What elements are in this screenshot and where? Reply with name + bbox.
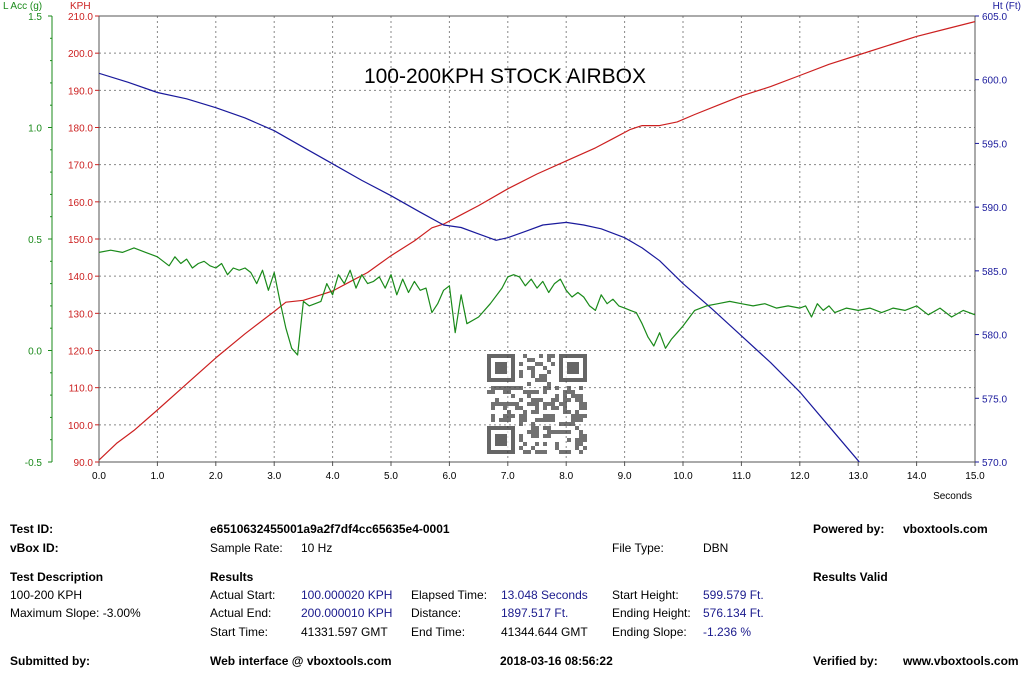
- test-description-line-1: 100-200 KPH: [10, 588, 83, 602]
- chart-axes: 0.0 1.0 2.0 3.0 4.0 5.0 6.0 7.0 8.0 9.0 10.0 11.0 12…: [25, 12, 1008, 482]
- x-tick-label: 5.0: [384, 471, 398, 482]
- ending-slope-label: Ending Slope:: [612, 625, 687, 639]
- results-label: Results: [210, 570, 254, 584]
- actual-start-value: 100.000020 KPH: [301, 588, 393, 602]
- verified-by-value[interactable]: www.vboxtools.com: [903, 654, 1019, 668]
- kph-tick-label: 90.0: [74, 458, 94, 469]
- chart: 0.0 1.0 2.0 3.0 4.0 5.0 6.0 7.0 8.0 9.0 10.0 11.0 12…: [3, 1, 1021, 502]
- x-tick-label: 11.0: [732, 471, 751, 482]
- ht-tick-label: 575.0: [982, 394, 1007, 405]
- kph-tick-label: 180.0: [68, 124, 93, 135]
- distance-label: Distance:: [411, 606, 462, 620]
- ending-height-value: 576.134 Ft.: [703, 606, 764, 620]
- end-time-value: 41344.644 GMT: [501, 625, 588, 639]
- elapsed-time-label: Elapsed Time:: [411, 588, 488, 602]
- powered-by-label: Powered by:: [813, 522, 885, 536]
- ht-tick-label: 605.0: [982, 12, 1007, 23]
- ending-height-label: Ending Height:: [612, 606, 691, 620]
- x-tick-label: 0.0: [92, 471, 106, 482]
- x-tick-label: 6.0: [442, 471, 456, 482]
- kph-axis-label: KPH: [70, 1, 91, 12]
- actual-end-label: Actual End:: [210, 606, 272, 620]
- lacc-tick-label: 1.5: [28, 12, 42, 23]
- x-tick-label: 10.0: [673, 471, 693, 482]
- ht-tick-label: 600.0: [982, 76, 1007, 87]
- ending-slope-value: -1.236 %: [703, 625, 752, 639]
- ht-tick-label: 590.0: [982, 203, 1007, 214]
- kph-tick-label: 120.0: [68, 347, 93, 358]
- x-tick-label: 1.0: [150, 471, 164, 482]
- results-valid: Results Valid: [813, 570, 888, 584]
- x-tick-label: 12.0: [790, 471, 810, 482]
- series-line-kph: [99, 21, 975, 461]
- x-axis-label: Seconds: [933, 491, 972, 502]
- test-id-label: Test ID:: [10, 522, 54, 536]
- kph-tick-label: 150.0: [68, 235, 93, 246]
- qr-code-icon: [487, 354, 587, 454]
- ht-axis-label: Ht (Ft): [993, 1, 1021, 12]
- verified-by-label: Verified by:: [813, 654, 878, 668]
- actual-end-value: 200.000010 KPH: [301, 606, 393, 620]
- test-id-value: e6510632455001a9a2f7df4cc65635e4-0001: [210, 522, 450, 536]
- test-description-label: Test Description: [10, 570, 104, 584]
- chart-series: [99, 21, 975, 462]
- elapsed-time-value: 13.048 Seconds: [501, 588, 588, 602]
- kph-tick-label: 140.0: [68, 272, 93, 283]
- end-time-label: End Time:: [411, 625, 466, 639]
- kph-tick-label: 210.0: [68, 12, 93, 23]
- x-tick-label: 15.0: [965, 471, 985, 482]
- submitted-by-label: Submitted by:: [10, 654, 90, 668]
- series-line-lacc: [99, 247, 975, 356]
- file-type-value: DBN: [703, 541, 729, 555]
- kph-tick-label: 200.0: [68, 49, 93, 60]
- x-tick-label: 3.0: [267, 471, 281, 482]
- x-tick-label: 7.0: [501, 471, 515, 482]
- actual-start-label: Actual Start:: [210, 588, 276, 602]
- web-interface-link[interactable]: Web interface @ vboxtools.com: [210, 654, 392, 668]
- x-tick-label: 13.0: [848, 471, 868, 482]
- ht-tick-label: 580.0: [982, 331, 1007, 342]
- lacc-tick-label: 1.0: [28, 124, 42, 135]
- vbox-id-label: vBox ID:: [10, 541, 59, 555]
- ht-tick-label: 585.0: [982, 267, 1007, 278]
- distance-value: 1897.517 Ft.: [501, 606, 569, 620]
- file-type-label: File Type:: [612, 541, 664, 555]
- test-description-line-2: Maximum Slope: -3.00%: [10, 606, 141, 620]
- start-height-label: Start Height:: [612, 588, 679, 602]
- start-height-value: 599.579 Ft.: [703, 588, 764, 602]
- timestamp: 2018-03-16 08:56:22: [500, 654, 613, 668]
- ht-tick-label: 570.0: [982, 458, 1007, 469]
- x-tick-label: 2.0: [209, 471, 223, 482]
- kph-tick-label: 100.0: [68, 421, 93, 432]
- series-line-ht: [99, 72, 861, 462]
- start-time-label: Start Time:: [210, 625, 269, 639]
- x-tick-label: 8.0: [559, 471, 573, 482]
- lacc-axis-label: L Acc (g): [3, 1, 42, 12]
- x-tick-label: 4.0: [326, 471, 340, 482]
- start-time-value: 41331.597 GMT: [301, 625, 388, 639]
- x-tick-label: 14.0: [907, 471, 927, 482]
- chart-title: 100-200KPH STOCK AIRBOX: [364, 65, 646, 88]
- kph-tick-label: 170.0: [68, 161, 93, 172]
- sample-rate-value: 10 Hz: [301, 541, 333, 555]
- kph-tick-label: 190.0: [68, 86, 93, 97]
- lacc-tick-label: -0.5: [25, 458, 43, 469]
- x-tick-label: 9.0: [618, 471, 632, 482]
- ht-tick-label: 595.0: [982, 139, 1007, 150]
- lacc-tick-label: 0.0: [28, 347, 42, 358]
- kph-tick-label: 110.0: [69, 384, 94, 395]
- lacc-tick-label: 0.5: [28, 235, 42, 246]
- sample-rate-label: Sample Rate:: [210, 541, 283, 555]
- powered-by-value: vboxtools.com: [903, 522, 988, 536]
- kph-tick-label: 130.0: [68, 309, 93, 320]
- kph-tick-label: 160.0: [68, 198, 93, 209]
